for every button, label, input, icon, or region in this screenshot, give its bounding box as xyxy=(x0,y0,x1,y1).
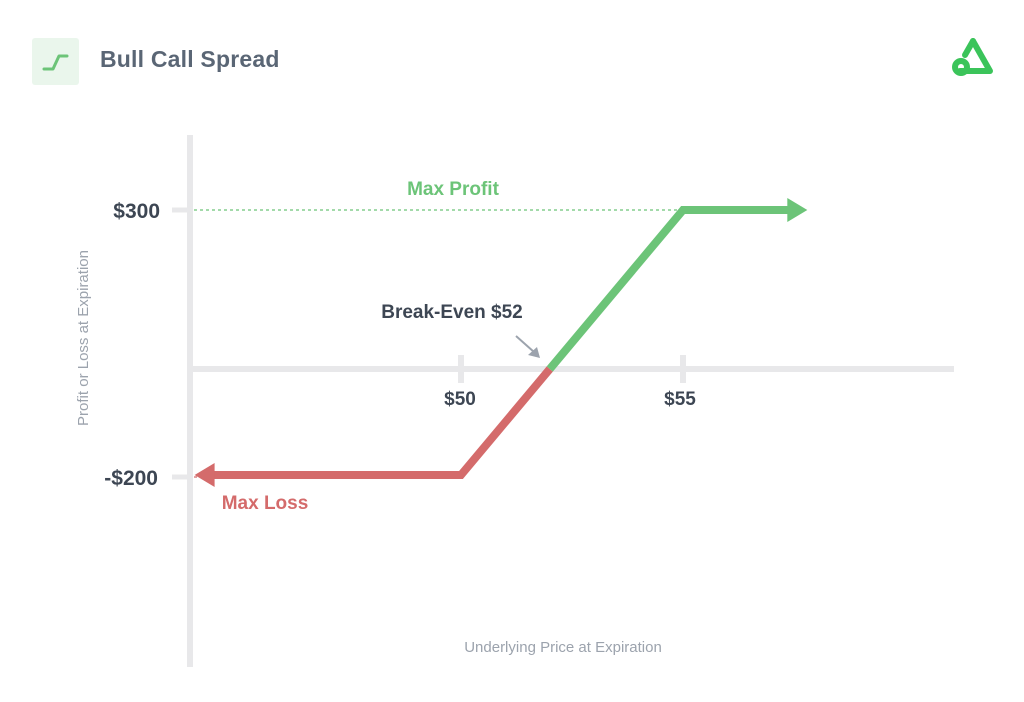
y-axis-title: Profit or Loss at Expiration xyxy=(75,250,92,426)
loss-arrow-head xyxy=(194,463,215,487)
step-up-icon xyxy=(42,54,69,71)
page-title: Bull Call Spread xyxy=(100,46,280,72)
header-icon-badge xyxy=(32,38,79,85)
y-tick-label-300: $300 xyxy=(113,200,160,223)
y-tick-label-neg200: -$200 xyxy=(104,467,158,490)
break-even-pointer-head xyxy=(528,347,540,358)
x-axis-title: Underlying Price at Expiration xyxy=(464,639,662,656)
loss-segment xyxy=(208,366,553,479)
brand-logo-icon xyxy=(950,36,996,83)
x-tick-label-50: $50 xyxy=(444,389,476,410)
x-tick-label-55: $55 xyxy=(664,389,696,410)
max-loss-label: Max Loss xyxy=(222,493,309,514)
profit-arrow-head xyxy=(787,198,808,222)
break-even-pointer xyxy=(515,335,535,353)
max-profit-label: Max Profit xyxy=(407,179,500,200)
break-even-label: Break-Even $52 xyxy=(381,302,523,323)
profit-segment xyxy=(546,206,794,372)
